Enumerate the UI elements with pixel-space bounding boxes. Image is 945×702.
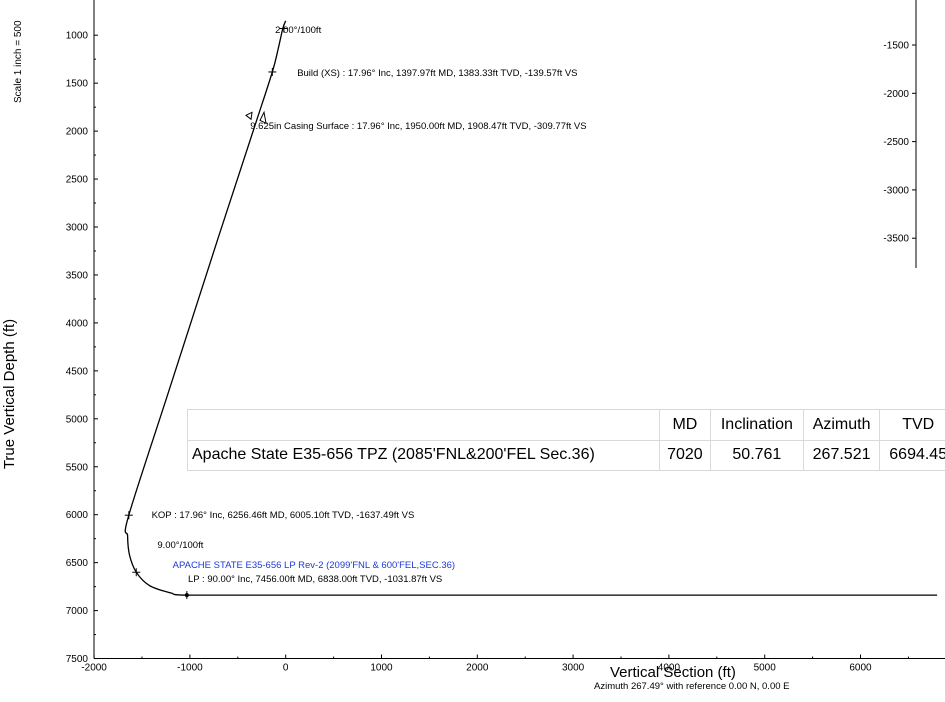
inset-axis: -1500 -2000 -2500 -3000 -3500 — [883, 0, 917, 268]
target-inclination: 50.761 — [709, 439, 804, 471]
target-table-header-cell: TVD — [879, 409, 945, 441]
axes: 1000 1500 2000 2500 3000 3500 4000 4500 5000 5500… — [66, 0, 945, 674]
annotation-label: Build (XS) : 17.96° Inc, 1397.97ft MD, 1… — [297, 67, 578, 79]
annotation-label: KOP : 17.96° Inc, 6256.46ft MD, 6005.10f… — [151, 509, 415, 521]
target-tvd: 6694.45 — [879, 439, 945, 471]
lp-marker — [184, 593, 189, 598]
y-tick-label: 3500 — [66, 270, 89, 281]
annotation-label: 9.00°/100ft — [157, 540, 204, 552]
wellpath-line — [124, 20, 938, 596]
inset-tick-label: -1500 — [883, 41, 909, 52]
x-axis-label: Vertical Section (ft) — [610, 664, 736, 681]
x-tick-label: 5000 — [754, 663, 777, 674]
y-tick-label: 1000 — [66, 31, 89, 42]
x-tick-label: -1000 — [177, 663, 203, 674]
target-table-header-cell: MD — [658, 409, 711, 441]
y-tick-label: 5500 — [66, 462, 89, 473]
y-tick-label: 3000 — [66, 223, 89, 234]
x-tick-label: 3000 — [562, 663, 585, 674]
inset-tick-label: -2000 — [883, 89, 909, 100]
target-azimuth: 267.521 — [802, 439, 881, 471]
y-tick-label: 2500 — [66, 175, 89, 186]
y-tick-label: 6000 — [66, 510, 89, 521]
annotation-label: 9.625in Casing Surface : 17.96° Inc, 195… — [250, 121, 587, 133]
target-table-header-cell: Azimuth — [802, 409, 881, 441]
annotation-label: LP : 90.00° Inc, 7456.00ft MD, 6838.00ft… — [187, 573, 443, 585]
annotation-label: 2.00°/100ft — [275, 25, 322, 37]
annotation-label: APACHE STATE E35-656 LP Rev-2 (2099'FNL … — [172, 559, 456, 571]
target-table: MD Inclination Azimuth TVD Apache State … — [187, 409, 945, 471]
x-tick-label: 1000 — [370, 663, 393, 674]
y-tick-label: 4500 — [66, 366, 89, 377]
x-tick-label: 4000 — [658, 663, 681, 674]
target-table-header: MD Inclination Azimuth TVD — [187, 409, 945, 441]
x-tick-label: 0 — [283, 663, 289, 674]
scale-note: Scale 1 inch = 500 — [13, 20, 24, 103]
target-name: Apache State E35-656 TPZ (2085'FNL&200'F… — [187, 439, 660, 471]
target-table-header-cell — [187, 409, 660, 441]
x-tick-label: 2000 — [466, 663, 489, 674]
x-tick-label: 6000 — [849, 663, 872, 674]
inset-tick-label: -2500 — [883, 137, 909, 148]
azimuth-note: Azimuth 267.49° with reference 0.00 N, 0… — [594, 681, 790, 692]
y-tick-label: 4000 — [66, 318, 89, 329]
y-tick-label: 7500 — [66, 654, 89, 665]
target-md: 7020 — [658, 439, 711, 471]
wellpath — [124, 20, 938, 596]
inset-tick-label: -3000 — [883, 185, 909, 196]
y-axis-label: True Vertical Depth (ft) — [1, 318, 18, 470]
y-tick-label: 6500 — [66, 558, 89, 569]
target-table-header-cell: Inclination — [709, 409, 804, 441]
y-tick-label: 7000 — [66, 606, 89, 617]
target-table-row: Apache State E35-656 TPZ (2085'FNL&200'F… — [187, 439, 945, 471]
y-tick-label: 5000 — [66, 414, 89, 425]
y-tick-label: 1500 — [66, 79, 89, 90]
inset-tick-label: -3500 — [883, 234, 909, 245]
markers — [124, 24, 288, 600]
y-tick-label: 2000 — [66, 127, 89, 138]
casing-marker — [245, 111, 253, 121]
x-tick-label: -2000 — [81, 663, 107, 674]
casing-marker — [259, 110, 267, 125]
